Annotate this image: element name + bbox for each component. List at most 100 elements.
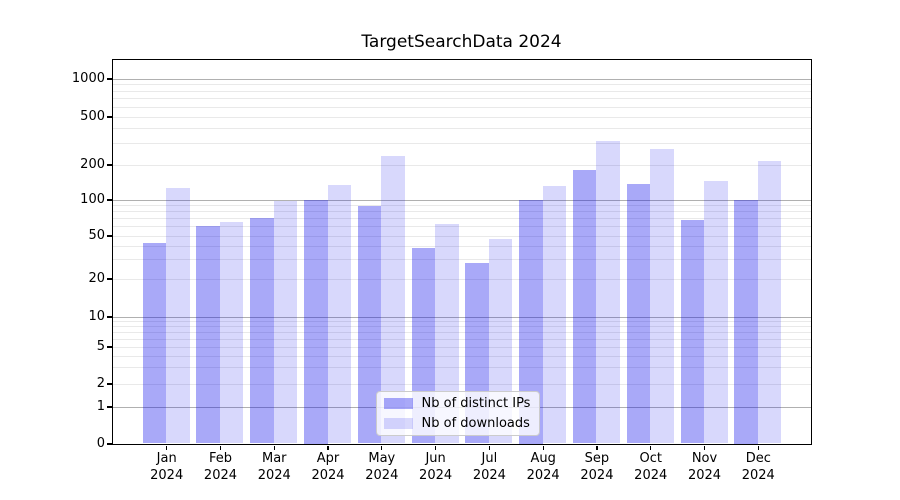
x-tick-label-jan: Jan 2024 [136,451,198,484]
x-tick-year: 2024 [311,467,345,483]
y-tick-mark [107,164,112,166]
x-tick-year: 2024 [472,467,506,483]
x-tick-month: Oct [639,451,662,466]
x-tick-mark [381,445,383,450]
legend-label-distinct-ips: Nb of distinct IPs [421,395,531,411]
x-tick-mark [488,445,491,450]
x-tick-month: Aug [530,451,556,466]
x-tick-year: 2024 [257,467,291,483]
gridline-minor [112,245,811,247]
bar-downloads-aug [542,186,567,444]
y-tick-label: 5 [96,339,105,354]
bar-distinct-ips-nov [680,219,704,444]
legend-entry-distinct-ips: Nb of distinct IPs [383,395,531,411]
x-tick-month: Apr [316,451,340,466]
x-tick-label-sep: Sep 2024 [566,451,628,484]
x-tick-year: 2024 [365,467,399,483]
y-tick-label: 2 [96,376,105,391]
y-tick-label: 0 [96,436,105,451]
x-tick-mark [327,445,329,450]
legend-entry-downloads: Nb of downloads [383,415,531,431]
gridline-minor [112,235,811,237]
x-tick-year: 2024 [526,467,560,483]
bar-distinct-ips-may [357,206,382,444]
x-tick-mark [166,445,168,450]
x-tick-year: 2024 [741,467,775,483]
gridline-major [112,199,811,201]
x-tick-label-may: May 2024 [351,451,413,484]
gridline-minor [112,326,811,328]
x-tick-mark [273,445,275,450]
bar-distinct-ips-oct [626,184,651,444]
x-tick-label-feb: Feb 2024 [189,451,251,484]
y-tick-mark [107,78,112,80]
gridline-minor [112,204,811,206]
bar-distinct-ips-feb [196,226,220,444]
x-tick-label-aug: Aug 2024 [512,451,574,484]
gridline-major [112,316,811,318]
x-tick-month: Dec [745,451,771,466]
gridline-minor [112,226,811,228]
x-tick-mark [757,445,759,450]
bar-distinct-ips-aug [519,199,543,444]
x-tick-month: Jan [156,451,177,466]
gridline-minor [112,383,811,385]
bar-downloads-jan [166,188,190,444]
gridline-major [112,78,811,80]
gridline-minor [112,331,811,333]
y-tick-mark [107,406,112,408]
legend: Nb of distinct IPs Nb of downloads [375,390,540,436]
bar-downloads-feb [219,221,244,444]
gridline-minor [112,211,811,213]
y-tick-mark [107,383,112,385]
x-tick-year: 2024 [150,467,184,483]
x-tick-month: Jun [425,451,446,466]
gridline-minor [112,278,811,280]
bar-distinct-ips-mar [250,218,274,444]
legend-swatch-distinct-ips [383,397,413,409]
gridline-minor [112,116,811,118]
gridline-minor [112,338,811,340]
legend-label-downloads: Nb of downloads [421,415,530,431]
bar-downloads-apr [327,185,352,444]
bar-distinct-ips-dec [734,199,758,444]
y-tick-mark [107,199,112,201]
x-tick-month: Sep [584,451,610,466]
gridline-minor [112,98,811,100]
chart-title: TargetSearchData 2024 [361,32,562,52]
gridline-minor [112,367,811,369]
plot-area: Nb of distinct IPs Nb of downloads [111,58,812,445]
x-tick-month: Feb [208,451,232,466]
y-tick-label: 50 [88,228,105,243]
x-tick-mark [219,445,222,450]
x-tick-month: Jul [481,451,498,466]
gridline-minor [112,346,811,348]
x-tick-label-nov: Nov 2024 [674,451,736,484]
bar-downloads-nov [704,180,728,444]
gridline-minor [112,218,811,220]
y-tick-mark [107,316,112,318]
gridline-minor [112,143,811,145]
gridline-minor [112,355,811,357]
bar-distinct-ips-apr [304,199,328,444]
bar-downloads-may [381,156,405,444]
x-tick-mark [596,445,598,450]
y-tick-label: 100 [80,192,105,207]
x-tick-label-jun: Jun 2024 [405,451,467,484]
x-tick-label-apr: Apr 2024 [297,451,359,484]
x-tick-month: Nov [691,451,718,466]
y-tick-label: 1000 [71,71,105,86]
x-tick-year: 2024 [580,467,614,483]
y-tick-mark [107,116,112,118]
x-tick-year: 2024 [419,467,453,483]
x-tick-label-mar: Mar 2024 [243,451,305,484]
x-tick-mark [542,445,544,450]
y-tick-mark [107,278,112,280]
bar-downloads-sep [596,140,620,444]
y-tick-label: 10 [88,309,105,324]
x-tick-month: Mar [261,451,287,466]
gridline-minor [112,106,811,108]
bar-downloads-mar [273,200,298,444]
x-tick-mark [434,445,437,450]
bar-downloads-dec [757,160,782,444]
